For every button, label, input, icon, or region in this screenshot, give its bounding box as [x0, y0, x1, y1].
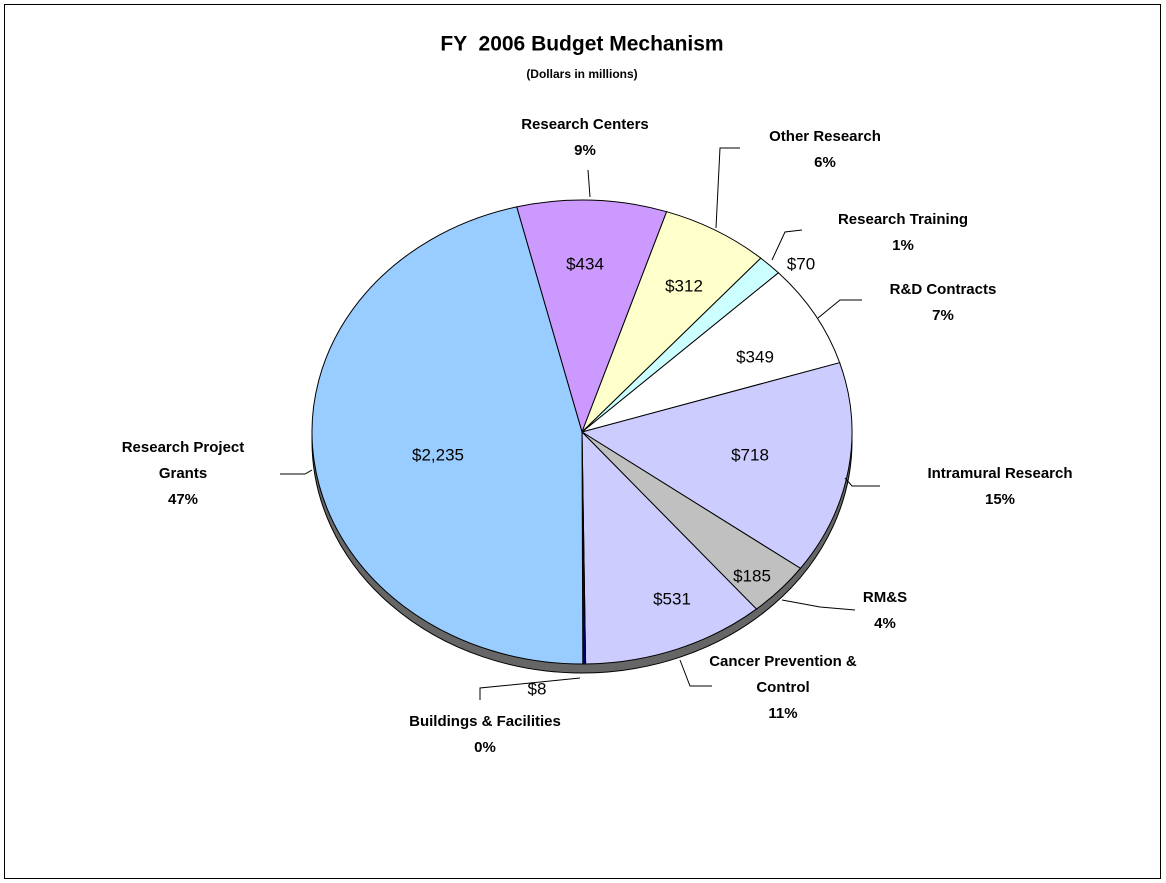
leader-line [280, 469, 313, 475]
value-label: $2,235 [412, 445, 464, 464]
category-name: Intramural Research [927, 465, 1073, 482]
category-name: RM&S [862, 589, 908, 606]
pie-slice [580, 362, 853, 570]
leader-line [844, 477, 880, 487]
chart-title: FY 2006 Budget Mechanism [440, 33, 723, 56]
leader-line [715, 147, 740, 229]
value-label: $70 [787, 254, 815, 273]
value-label: $531 [653, 589, 691, 608]
value-label: $718 [731, 445, 769, 464]
pie-slice [581, 272, 841, 433]
value-label: $349 [736, 347, 774, 366]
category-name: Research Project Grants [121, 439, 245, 482]
leader-line [817, 299, 862, 319]
percent-label: 0% [474, 739, 496, 756]
percent-label: 47% [167, 491, 199, 508]
leader-line [771, 229, 803, 261]
leader-line [781, 599, 856, 611]
percent-label: 15% [984, 491, 1016, 508]
pie-slice [581, 430, 758, 665]
chart-subtitle: (Dollars in millions) [526, 67, 637, 81]
value-label: $434 [566, 254, 604, 273]
category-label: RM&S 4% [825, 585, 945, 637]
category-name: Buildings & Facilities [409, 713, 561, 730]
category-name: Cancer Prevention & Control [709, 653, 857, 696]
value-label: $312 [665, 276, 703, 295]
category-label: Cancer Prevention & Control 11% [703, 649, 863, 727]
category-label: Research Training 1% [793, 207, 1013, 259]
percent-label: 11% [768, 705, 798, 722]
value-label: $8 [528, 679, 547, 698]
category-label: R&D Contracts 7% [833, 277, 1053, 329]
leader-line [479, 677, 581, 700]
category-label: Research Project Grants 47% [108, 435, 258, 513]
category-label: Other Research 6% [715, 124, 935, 176]
category-label: Research Centers 9% [475, 112, 695, 164]
category-name: Research Centers [521, 116, 649, 133]
pie-slice [311, 206, 584, 665]
percent-label: 6% [814, 154, 836, 171]
pie-slice [516, 199, 668, 434]
percent-label: 9% [574, 142, 596, 159]
category-name: Other Research [769, 128, 881, 145]
category-name: R&D Contracts [889, 281, 997, 298]
leader-line [587, 169, 591, 198]
category-name: Research Training [837, 211, 969, 228]
leader-line [679, 659, 712, 687]
category-label: Buildings & Facilities 0% [365, 709, 605, 761]
percent-label: 1% [892, 237, 914, 254]
category-label: Intramural Research 15% [880, 461, 1120, 513]
percent-label: 7% [932, 307, 954, 324]
percent-label: 4% [874, 615, 896, 632]
value-label: $185 [733, 566, 771, 585]
